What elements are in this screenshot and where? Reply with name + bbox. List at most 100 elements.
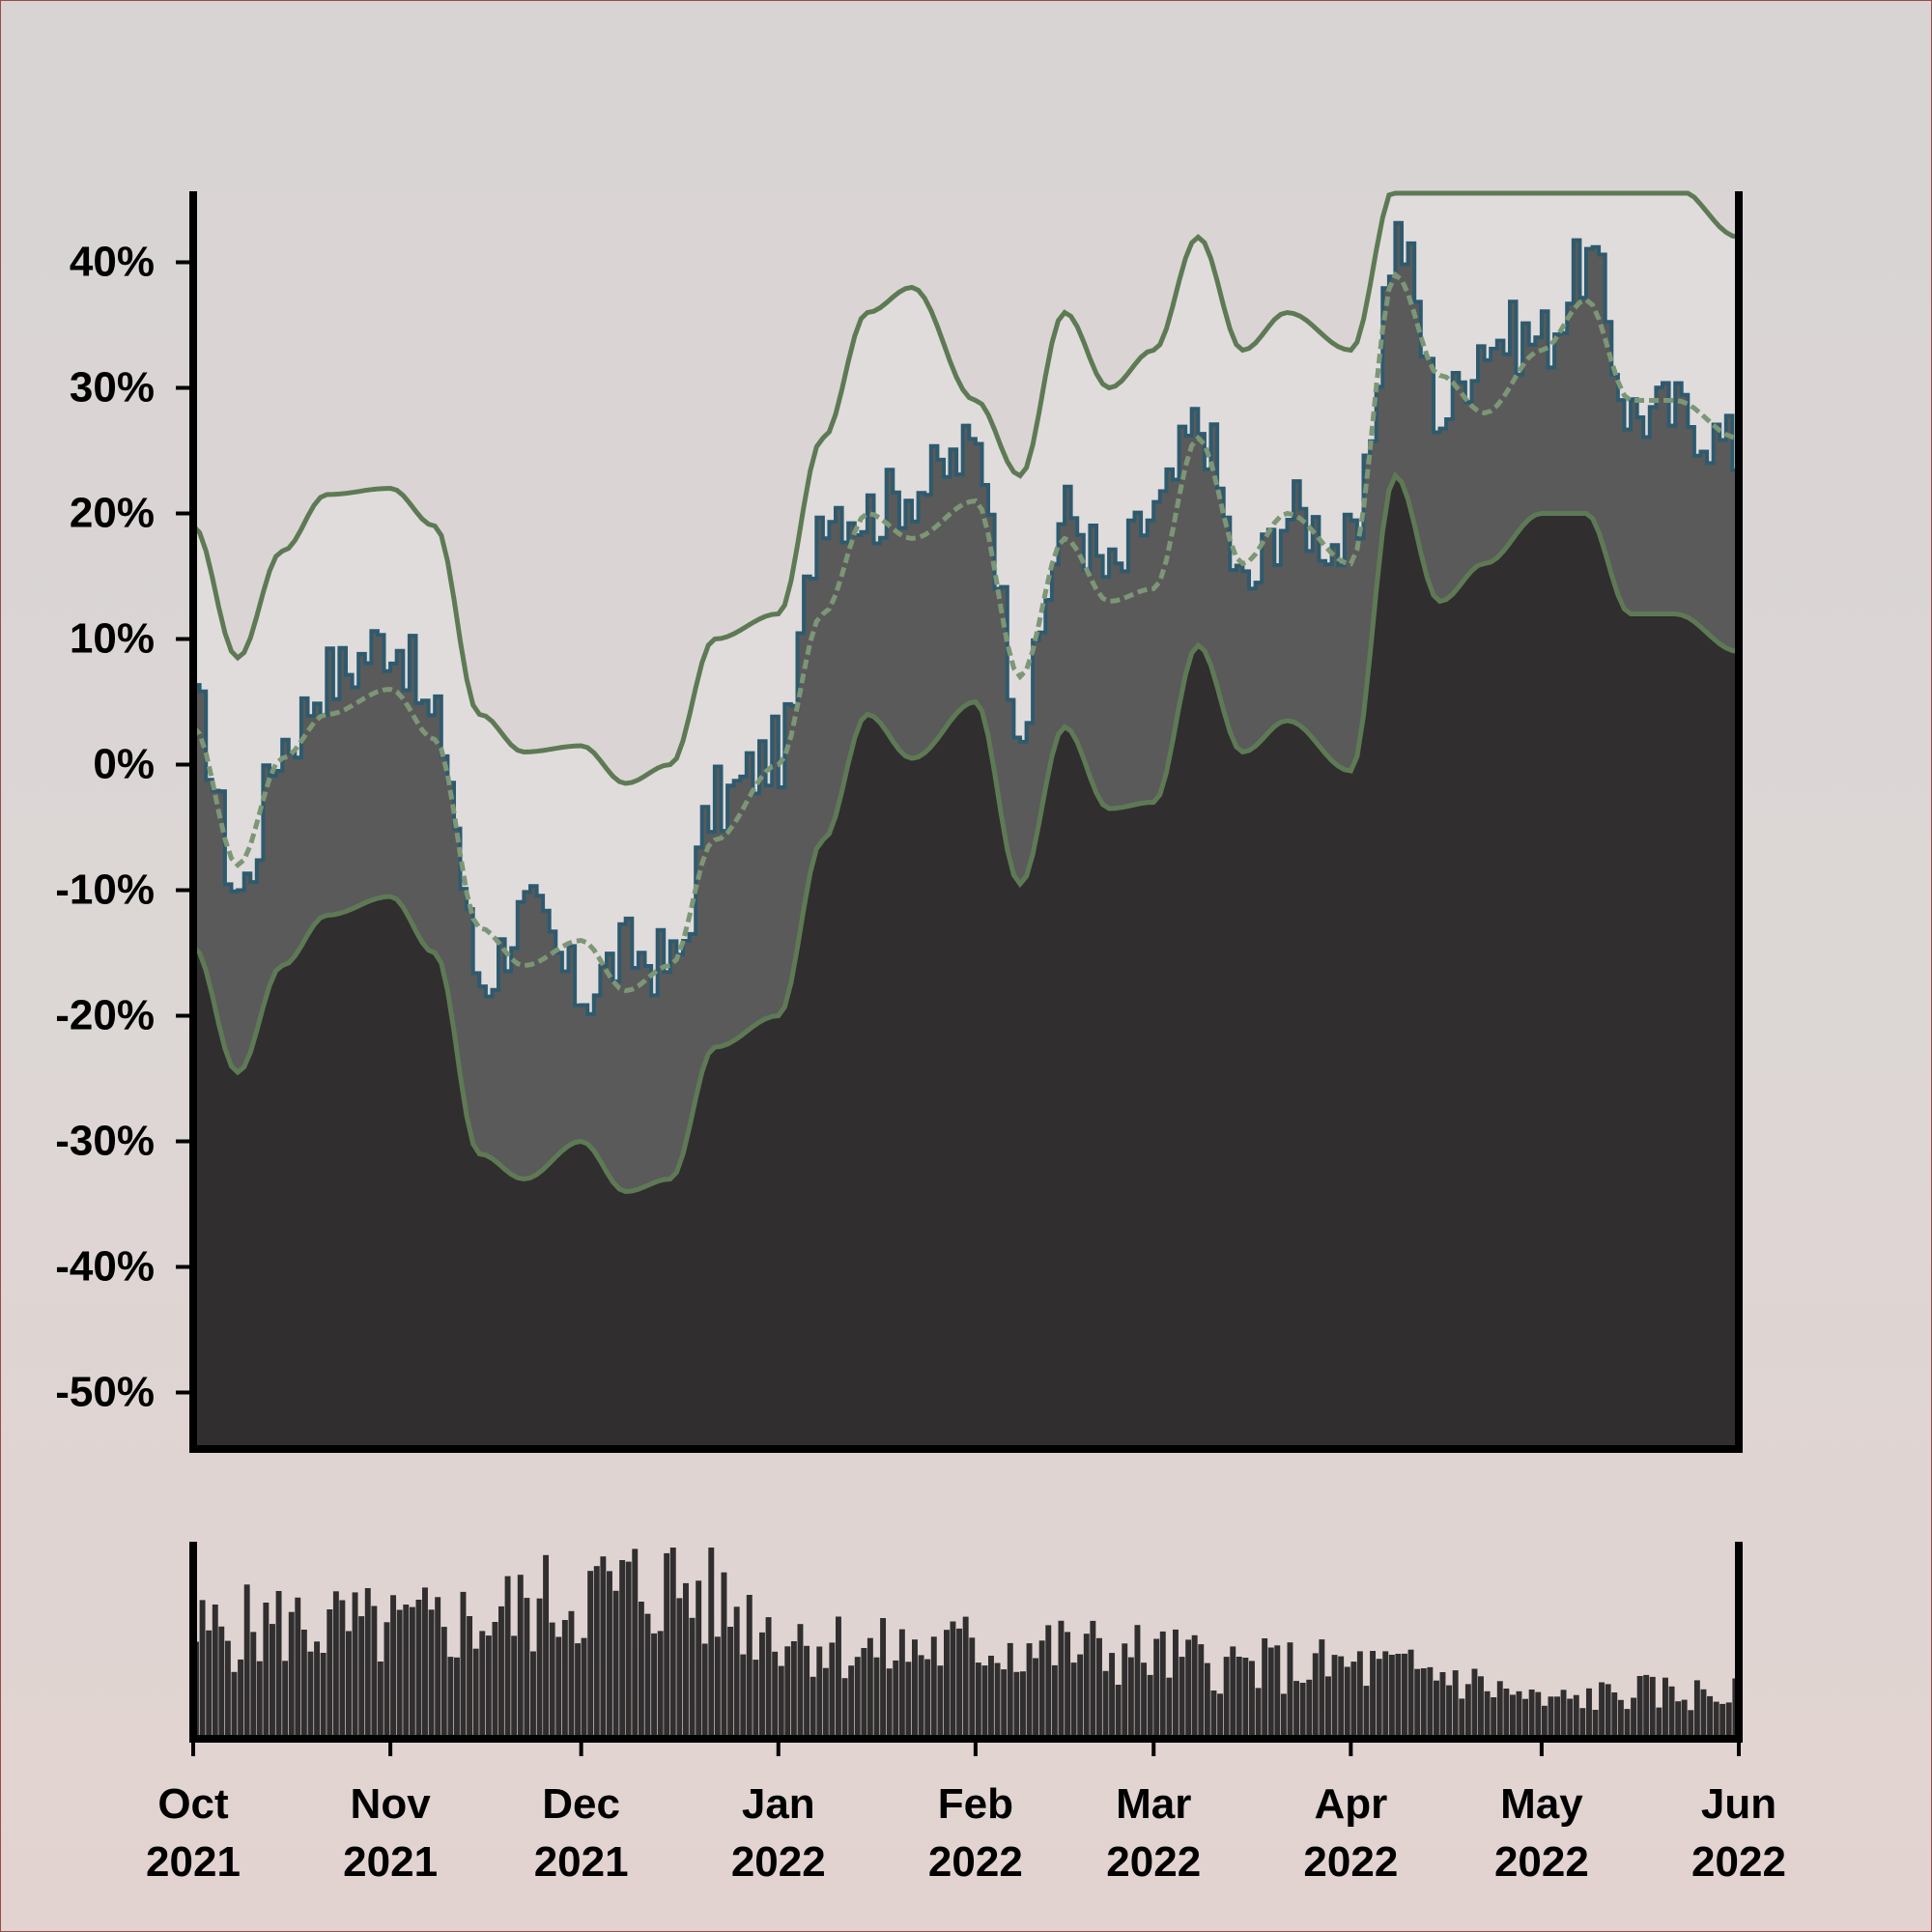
- volume-bar: [568, 1610, 575, 1739]
- volume-bar: [1299, 1683, 1306, 1739]
- volume-bar: [988, 1656, 994, 1739]
- volume-bar: [1198, 1644, 1205, 1739]
- volume-bar: [822, 1667, 829, 1739]
- volume-bar: [1611, 1692, 1618, 1739]
- volume-bar: [1255, 1688, 1262, 1739]
- volume-bar: [415, 1600, 422, 1739]
- volume-bar: [651, 1633, 658, 1739]
- volume-bar: [275, 1591, 282, 1739]
- volume-bar: [829, 1642, 836, 1739]
- volume-bar: [1452, 1670, 1459, 1739]
- x-tick-label-month: Feb: [938, 1780, 1013, 1828]
- x-tick-label-year: 2022: [1691, 1838, 1786, 1886]
- volume-bar: [403, 1605, 410, 1739]
- volume-bar: [778, 1665, 784, 1739]
- volume-bar: [804, 1645, 810, 1739]
- volume-bar: [1325, 1676, 1331, 1739]
- volume-bar: [530, 1651, 536, 1739]
- volume-bar: [1573, 1694, 1579, 1739]
- x-tick-label-year: 2021: [146, 1838, 241, 1886]
- volume-bar: [199, 1600, 206, 1739]
- volume-bar: [893, 1660, 899, 1739]
- volume-bar: [1503, 1689, 1510, 1739]
- volume-bar: [740, 1654, 747, 1739]
- volume-bar: [981, 1665, 988, 1739]
- volume-bar: [428, 1609, 435, 1739]
- volume-bar: [1516, 1690, 1522, 1739]
- volume-bar: [1528, 1690, 1535, 1739]
- y-tick-label: 10%: [70, 615, 155, 663]
- volume-bar: [1510, 1694, 1516, 1739]
- y-tick-label: 20%: [70, 490, 155, 537]
- volume-bar: [612, 1590, 619, 1739]
- volume-bar: [784, 1646, 791, 1739]
- volume-bar: [1249, 1661, 1255, 1739]
- volume-bar: [339, 1600, 346, 1739]
- volume-bar: [1173, 1629, 1179, 1739]
- volume-bar: [873, 1657, 880, 1739]
- volume-bar: [485, 1635, 492, 1739]
- volume-bar: [721, 1572, 727, 1739]
- volume-bar: [575, 1643, 582, 1739]
- volume-bar: [238, 1659, 244, 1739]
- volume-bar: [1567, 1698, 1574, 1739]
- volume-bar: [1350, 1662, 1357, 1739]
- volume-bar: [1459, 1698, 1465, 1739]
- volume-bar: [918, 1655, 924, 1739]
- volume-bar: [1439, 1672, 1446, 1739]
- volume-bar: [1599, 1682, 1605, 1739]
- volume-bar: [543, 1554, 550, 1739]
- volume-bar: [1643, 1674, 1650, 1739]
- volume-bar: [1001, 1669, 1008, 1739]
- volume-bar: [561, 1620, 568, 1739]
- volume-bar: [625, 1561, 632, 1739]
- volume-bar: [1541, 1705, 1548, 1739]
- volume-bar: [1166, 1677, 1173, 1739]
- volume-bar: [1134, 1625, 1141, 1739]
- volume-bar: [435, 1597, 441, 1739]
- volume-bar: [332, 1591, 339, 1739]
- volume-bar: [810, 1676, 816, 1739]
- y-tick-label: -20%: [55, 992, 155, 1039]
- volume-bar: [352, 1592, 358, 1739]
- volume-bar: [1287, 1642, 1293, 1739]
- volume-bar: [1038, 1640, 1045, 1739]
- volume-bar: [498, 1605, 504, 1739]
- volume-bar: [1045, 1625, 1052, 1739]
- volume-bar: [1331, 1655, 1338, 1739]
- volume-bar: [689, 1617, 696, 1739]
- volume-bar: [753, 1660, 759, 1739]
- volume-bar: [905, 1662, 912, 1739]
- volume-bar: [467, 1616, 473, 1739]
- volume-bar: [1020, 1671, 1026, 1739]
- volume-bar: [1033, 1658, 1039, 1739]
- volume-bar: [1242, 1658, 1249, 1739]
- volume-bar: [1605, 1684, 1611, 1739]
- x-tick-label-year: 2022: [731, 1838, 826, 1886]
- volume-bar: [1668, 1686, 1675, 1739]
- volume-bar: [1535, 1691, 1542, 1739]
- volume-bar: [384, 1622, 390, 1739]
- volume-bar: [1491, 1697, 1497, 1739]
- volume-bar: [759, 1632, 765, 1739]
- volume-bar: [212, 1605, 218, 1739]
- volume-bar: [472, 1648, 479, 1739]
- volume-bar: [962, 1616, 969, 1739]
- volume-bar: [1548, 1696, 1554, 1739]
- upper-band-line: [191, 190, 1740, 786]
- volume-bar: [1159, 1631, 1166, 1739]
- volume-bar: [969, 1637, 976, 1739]
- y-tick-label: 0%: [93, 741, 155, 788]
- volume-bar: [1496, 1681, 1503, 1739]
- volume-bar: [676, 1598, 683, 1739]
- volume-bar: [1554, 1696, 1561, 1739]
- volume-bar: [886, 1668, 893, 1739]
- volume-bar: [683, 1582, 689, 1739]
- volume-bar: [1058, 1620, 1065, 1739]
- volume-bar: [1109, 1653, 1116, 1739]
- volume-bar: [250, 1632, 257, 1739]
- volume-bar: [1725, 1702, 1732, 1739]
- y-tick-label: -50%: [55, 1369, 155, 1416]
- volume-bar: [1693, 1680, 1700, 1739]
- volume-bar: [396, 1609, 403, 1739]
